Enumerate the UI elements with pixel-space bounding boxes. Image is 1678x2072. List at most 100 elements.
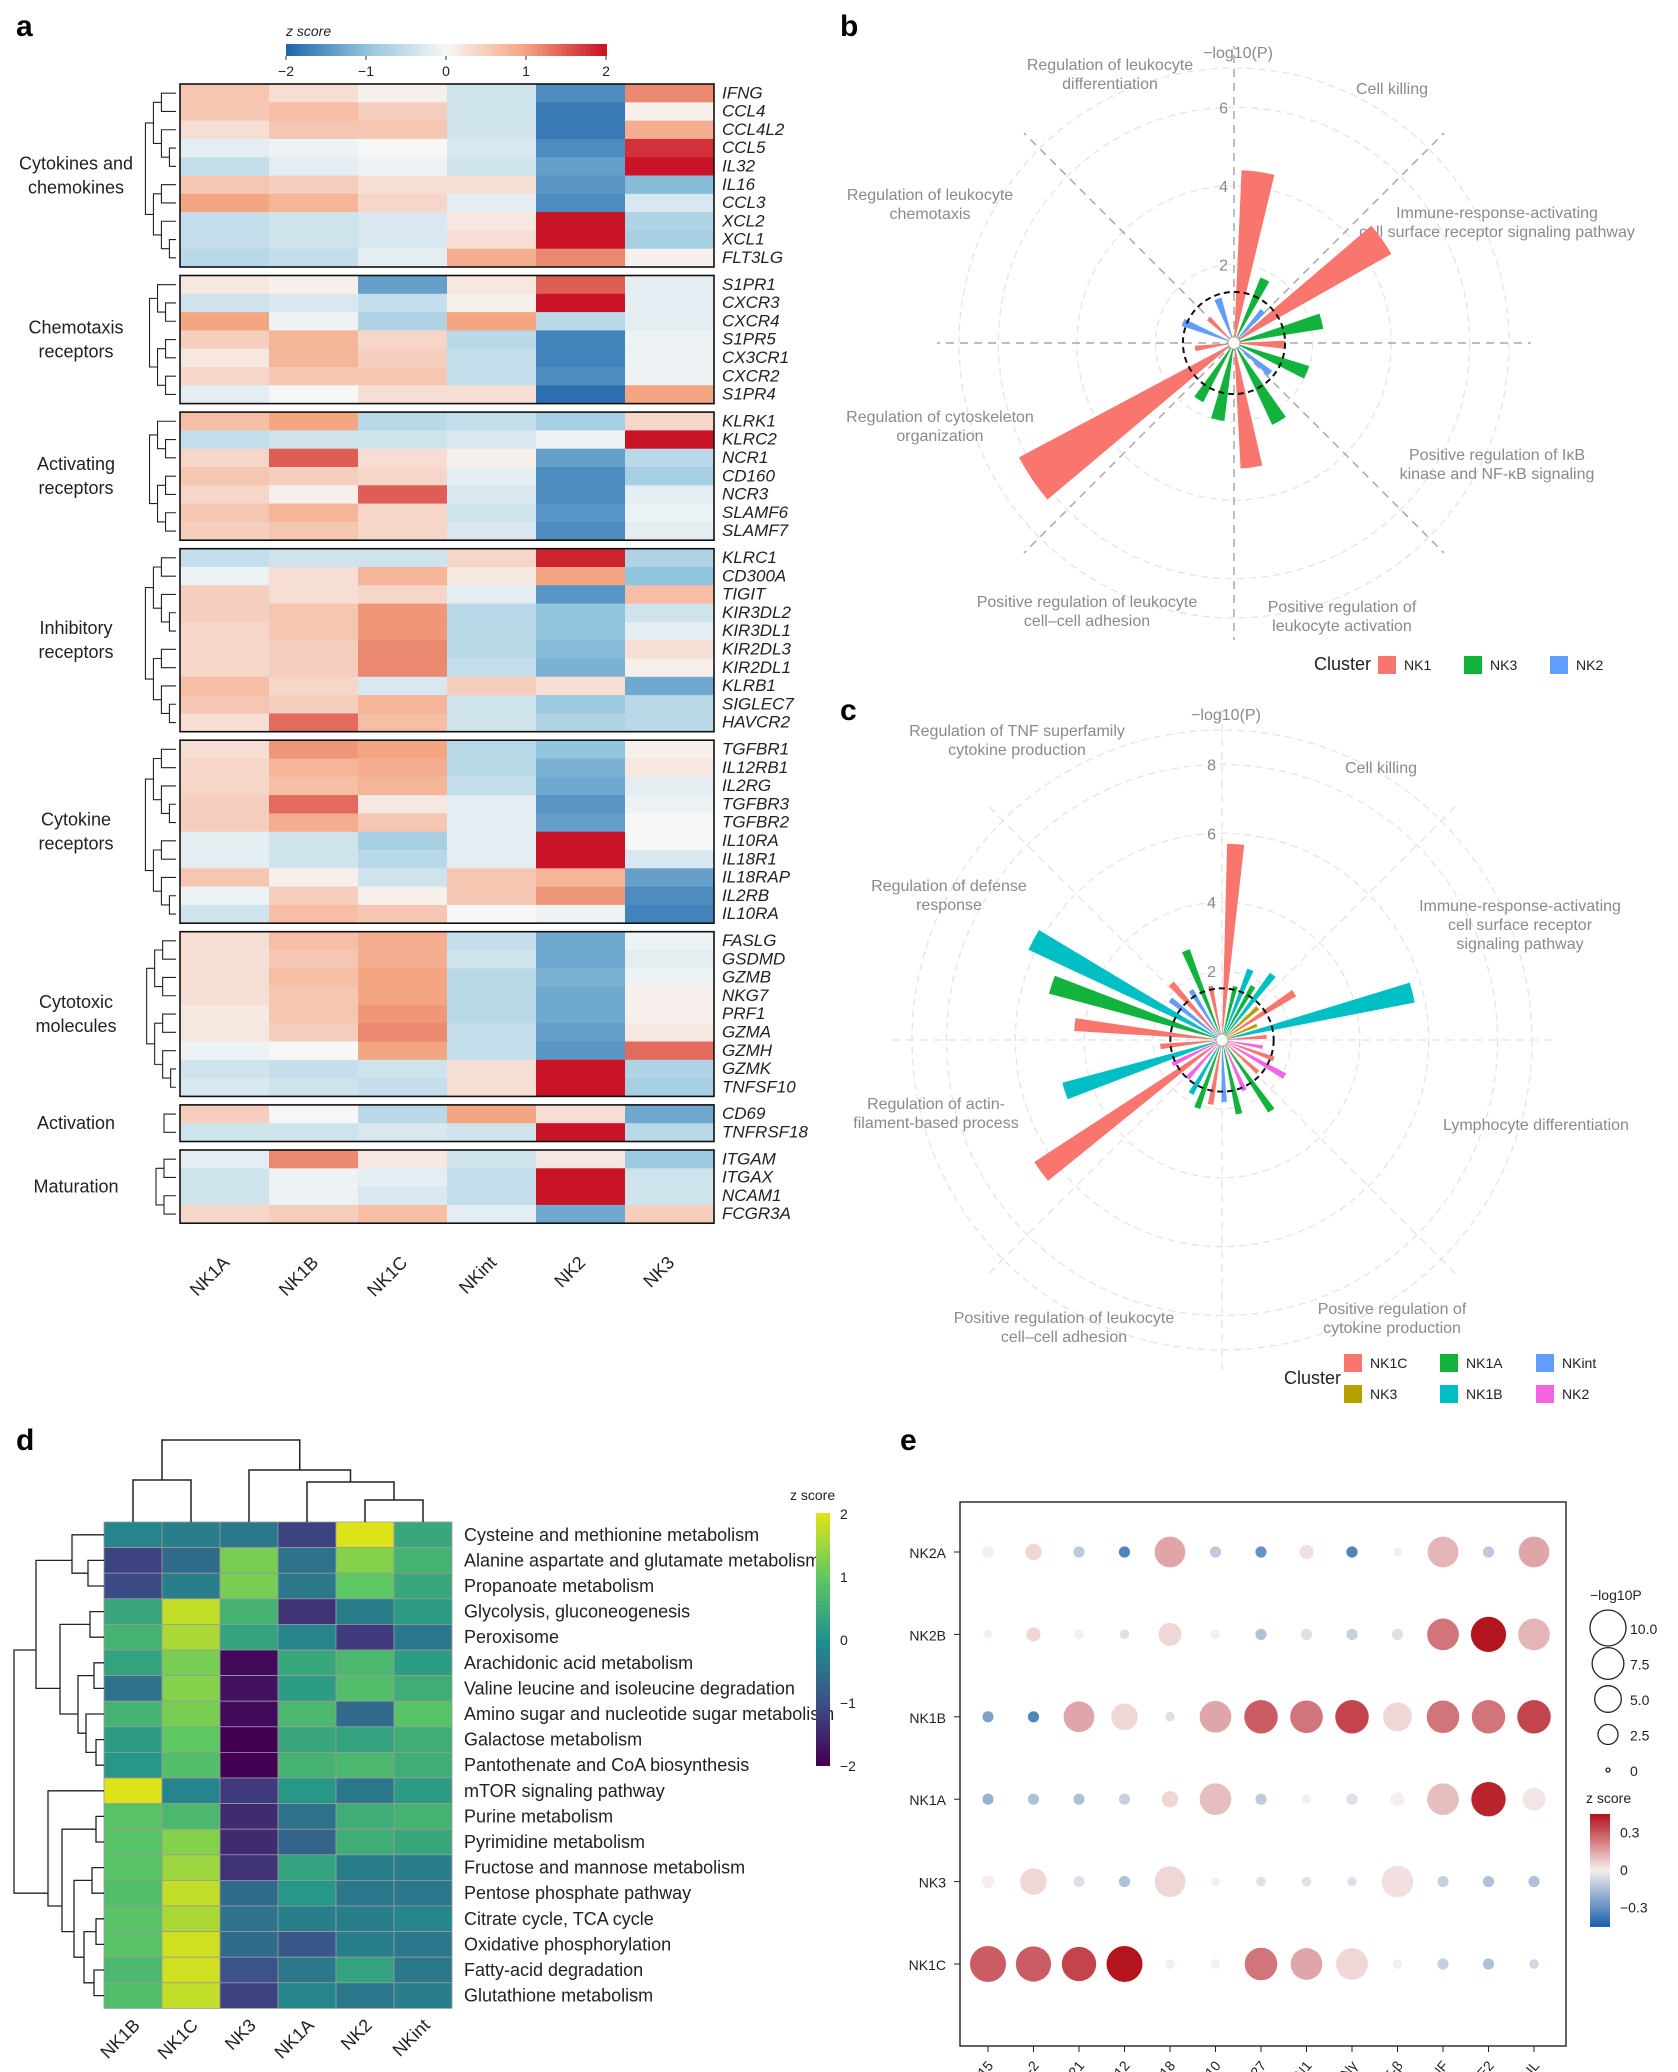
column-label: NK1B (275, 1252, 322, 1299)
heatmap-cell (335, 1752, 395, 1779)
dendrogram-branch (163, 1113, 176, 1133)
heatmap-cell (447, 138, 537, 158)
legend-swatch (816, 1655, 830, 1661)
heatmap-cell (180, 138, 270, 158)
dendrogram-branch (91, 1866, 104, 1894)
legend-swatch (1590, 1903, 1610, 1907)
heatmap-cell (447, 585, 537, 605)
heatmap-cell (277, 1624, 337, 1651)
legend-swatch (816, 1571, 830, 1577)
heatmap-cell (358, 1078, 448, 1097)
heatmap-cell (358, 348, 448, 368)
heatmap-cell (447, 1041, 537, 1061)
heatmap-cell (447, 886, 537, 906)
spoke (1221, 1039, 1460, 1278)
group-border (179, 930, 715, 1098)
dendrogram-branch (152, 566, 162, 609)
heatmap-cell (269, 1186, 359, 1206)
polar-bar (1222, 985, 1238, 1040)
heatmap-cell (269, 695, 359, 714)
dot (1158, 1622, 1182, 1646)
legend-label: NK3 (1490, 657, 1517, 673)
heatmap-cell (358, 868, 448, 888)
dot (1020, 1868, 1047, 1895)
heatmap-cell (219, 1931, 279, 1958)
heatmap-cell (536, 193, 626, 213)
polar-bar (1194, 343, 1234, 352)
dot (1256, 1876, 1266, 1887)
legend-swatch (370, 44, 375, 56)
heatmap-cell (393, 1880, 453, 1907)
heatmap-cell (625, 1168, 715, 1188)
category-label: Positive regulation of leukocyte (954, 1310, 1175, 1327)
dot (982, 1546, 994, 1558)
row-label: Pantothenate and CoA biosynthesis (464, 1755, 749, 1775)
center-dot (1215, 1033, 1229, 1047)
heatmap-cell (358, 212, 448, 231)
category-label: Regulation of actin- (867, 1096, 1005, 1113)
significance-threshold (1181, 290, 1287, 396)
legend-title: Cluster (1314, 654, 1371, 674)
heatmap-cell (219, 1752, 279, 1779)
dendrogram-branch (77, 1674, 94, 1734)
legend-swatch (1590, 1847, 1610, 1851)
grid-circle (1083, 901, 1361, 1179)
legend-swatch (362, 44, 367, 56)
heatmap-cell (180, 585, 270, 605)
legend-swatch (1590, 1829, 1610, 1833)
legend-swatch (1590, 1865, 1610, 1869)
heatmap-cell (161, 1547, 221, 1574)
heatmap-d: Cysteine and methionine metabolism Alanin… (13, 1439, 856, 2063)
polar-bar (1222, 1023, 1258, 1040)
heatmap-cell (393, 1803, 453, 1830)
heatmap-cell (447, 640, 537, 659)
heatmap-cell (358, 931, 448, 951)
heatmap-cell (447, 348, 537, 368)
polar-bar (1222, 1040, 1247, 1092)
dot (1161, 1791, 1179, 1808)
gene-label: ITGAX (722, 1168, 774, 1187)
radial-axis-label: −log10(P) (1191, 707, 1261, 724)
dendrogram-branch (162, 976, 176, 997)
heatmap-cell (625, 904, 715, 924)
heatmap-cell (625, 1186, 715, 1206)
legend-swatch (1590, 1836, 1610, 1840)
heatmap-cell (161, 1777, 221, 1805)
legend-swatch (1590, 1917, 1610, 1921)
gene-label: IFNG (722, 83, 763, 102)
heatmap-cell (335, 1598, 395, 1625)
legend-swatch (1590, 1858, 1610, 1863)
heatmap-cell (358, 1123, 448, 1142)
heatmap-cell (536, 120, 626, 140)
heatmap-cell (180, 986, 270, 1006)
dendrogram-branch (144, 778, 154, 872)
heatmap-cell (180, 293, 270, 313)
legend-swatch (442, 44, 447, 56)
column-label: NK2 (550, 1252, 589, 1291)
legend-swatch (322, 44, 327, 56)
grid-circle (1014, 832, 1430, 1248)
heatmap-cell (447, 120, 537, 140)
gene-label: CCL5 (722, 138, 766, 157)
heatmap-cell (277, 1982, 337, 2009)
heatmap-cell (536, 585, 626, 605)
heatmap-cell (269, 467, 359, 486)
column-label: IFNγ (1329, 2058, 1360, 2072)
legend-swatch (816, 1756, 830, 1762)
heatmap-cell (625, 175, 715, 195)
category-label: Regulation of leukocyte (1027, 57, 1193, 74)
legend-swatch (406, 44, 411, 56)
heatmap-cell (180, 521, 270, 541)
legend-tick-label: −0.3 (1620, 1899, 1648, 1915)
heatmap-cell (277, 1598, 337, 1625)
dot (1393, 1547, 1402, 1557)
heatmap-cell (625, 886, 715, 906)
heatmap-cell (180, 120, 270, 140)
dendrogram-branch (306, 1481, 395, 1522)
dendrogram-branch (164, 302, 176, 322)
category-label: Regulation of TNF superfamily (909, 723, 1125, 740)
legend-swatch (816, 1693, 830, 1699)
legend-swatch (816, 1634, 830, 1640)
panel-letter-e: e (900, 1424, 917, 1457)
dot (1244, 1947, 1278, 1981)
